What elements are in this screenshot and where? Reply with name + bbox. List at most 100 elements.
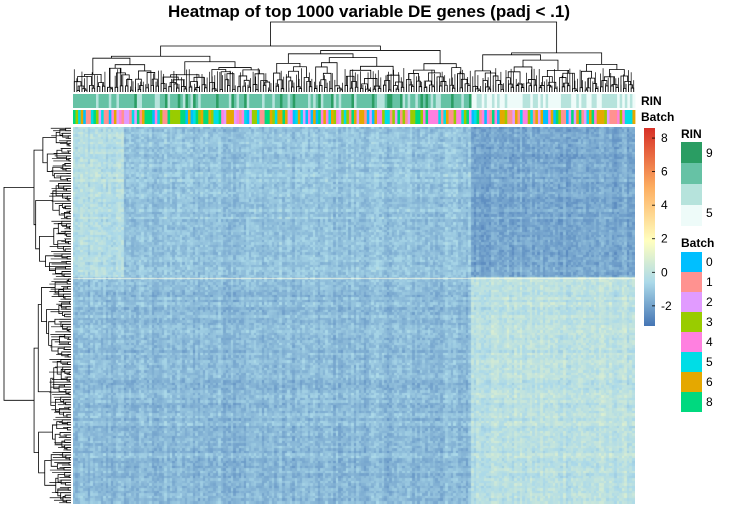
batch-annotation-cell [509,110,513,124]
dendrogram-branch [68,406,71,411]
rin-annotation-cell [131,94,135,108]
dendrogram-branch [361,83,368,90]
batch-annotation-cell [241,110,245,124]
rin-annotation-cell [246,94,250,108]
rin-annotation-cell [624,94,628,108]
dendrogram-branch [549,86,553,92]
rin-annotation-cell [601,94,605,108]
rin-annotation-cell [456,94,460,108]
dendrogram-branch [77,85,85,91]
row-dendrogram [3,127,71,504]
batch-annotation-cell [73,110,76,124]
rin-annotation-cell [336,94,340,108]
batch-annotation-cell [233,110,237,124]
rin-annotation-cell [139,94,143,108]
rin-annotation-cell [382,94,386,108]
dendrogram-branch [563,82,569,87]
dendrogram-branch [214,89,218,92]
dendrogram-branch [66,256,71,260]
dendrogram-branch [92,57,131,75]
batch-annotation-cell [476,110,480,124]
batch-annotation-cell [180,110,184,124]
batch-annotation-cell [471,110,475,124]
dendrogram-branch [372,88,377,92]
batch-annotation-cell [430,110,434,124]
dendrogram-branch [64,296,71,300]
rin-annotation-cell [272,94,276,108]
batch-annotation-cell [566,110,569,124]
dendrogram-branch [68,457,71,461]
dendrogram-branch [68,328,71,333]
batch-annotation-cell [149,110,153,124]
dendrogram-branch [254,73,265,85]
rin-annotation-cell [267,94,271,108]
batch-annotation-cell [221,110,225,124]
dendrogram-branch [296,86,301,92]
batch-annotation-cell [141,110,145,124]
dendrogram-branch [172,79,184,87]
rin-annotation-cell [497,94,501,108]
dendrogram-branch [65,168,71,172]
rin-annotation-cell [354,94,357,108]
rin-annotation-cell [525,94,529,108]
dendrogram-branch [45,255,62,268]
heatmap-cells [73,127,635,504]
rin-annotation-cell [471,94,475,108]
rin-annotation-cell [512,94,516,108]
dendrogram-branch [62,496,67,502]
batch-annotation-cell [254,110,258,124]
dendrogram-branch [59,335,69,344]
rin-annotation-cell [550,94,554,108]
batch-annotation-cell [619,110,623,124]
dendrogram-branch [287,53,354,64]
batch-annotation-cell [399,110,403,124]
dendrogram-branch [61,147,71,153]
dendrogram-branch [440,81,447,86]
rin-annotation-cell [259,94,263,108]
dendrogram-branch [364,78,378,87]
rin-annotation-cell [80,94,84,108]
batch-annotation-cell [103,110,107,124]
rin-annotation-cell [548,94,552,108]
batch-annotation-cell [504,110,508,124]
batch-annotation-cell [451,110,455,124]
batch-annotation-cell [343,110,347,124]
batch-annotation-cell [249,110,253,124]
batch-annotation-cell [167,110,171,124]
batch-annotation-cell [267,110,271,124]
dendrogram-branch [91,87,96,92]
dendrogram-branch [53,173,71,179]
rin-annotation-cell [530,94,534,108]
rin-annotation-cell [279,94,283,108]
color-scale-tick-label: 6 [661,165,668,179]
dendrogram-branch [308,86,313,92]
dendrogram-branch [439,85,443,92]
dendrogram-branch [351,81,357,89]
rin-annotation-cell [494,94,498,108]
rin-annotation-cell [78,94,82,108]
rin-annotation-cell [356,94,360,108]
dendrogram-branch [63,399,71,404]
dendrogram-branch [37,304,51,393]
batch-annotation-cell [364,110,368,124]
rin-annotation-cell [141,94,145,108]
dendrogram-root [270,21,558,53]
rin-annotation-cell [323,94,327,108]
dendrogram-branch [66,279,71,285]
dendrogram-branch [168,86,172,92]
batch-annotation-cell [274,110,278,124]
rin-annotation-cell [177,94,181,108]
batch-annotation-cell [213,110,217,124]
batch-annotation-cell [502,110,506,124]
dendrogram-branch [170,74,200,78]
batch-annotation-cell [203,110,207,124]
dendrogram-branch [242,69,260,76]
batch-annotation-cell [83,110,87,124]
batch-annotation-cell [336,110,340,124]
rin-annotation-cell [193,94,197,108]
dendrogram-branch [176,87,180,92]
dendrogram-branch [46,153,57,172]
rin-annotation-cell [88,94,92,108]
dendrogram-branch [69,225,71,230]
batch-annotation-cell [402,110,406,124]
